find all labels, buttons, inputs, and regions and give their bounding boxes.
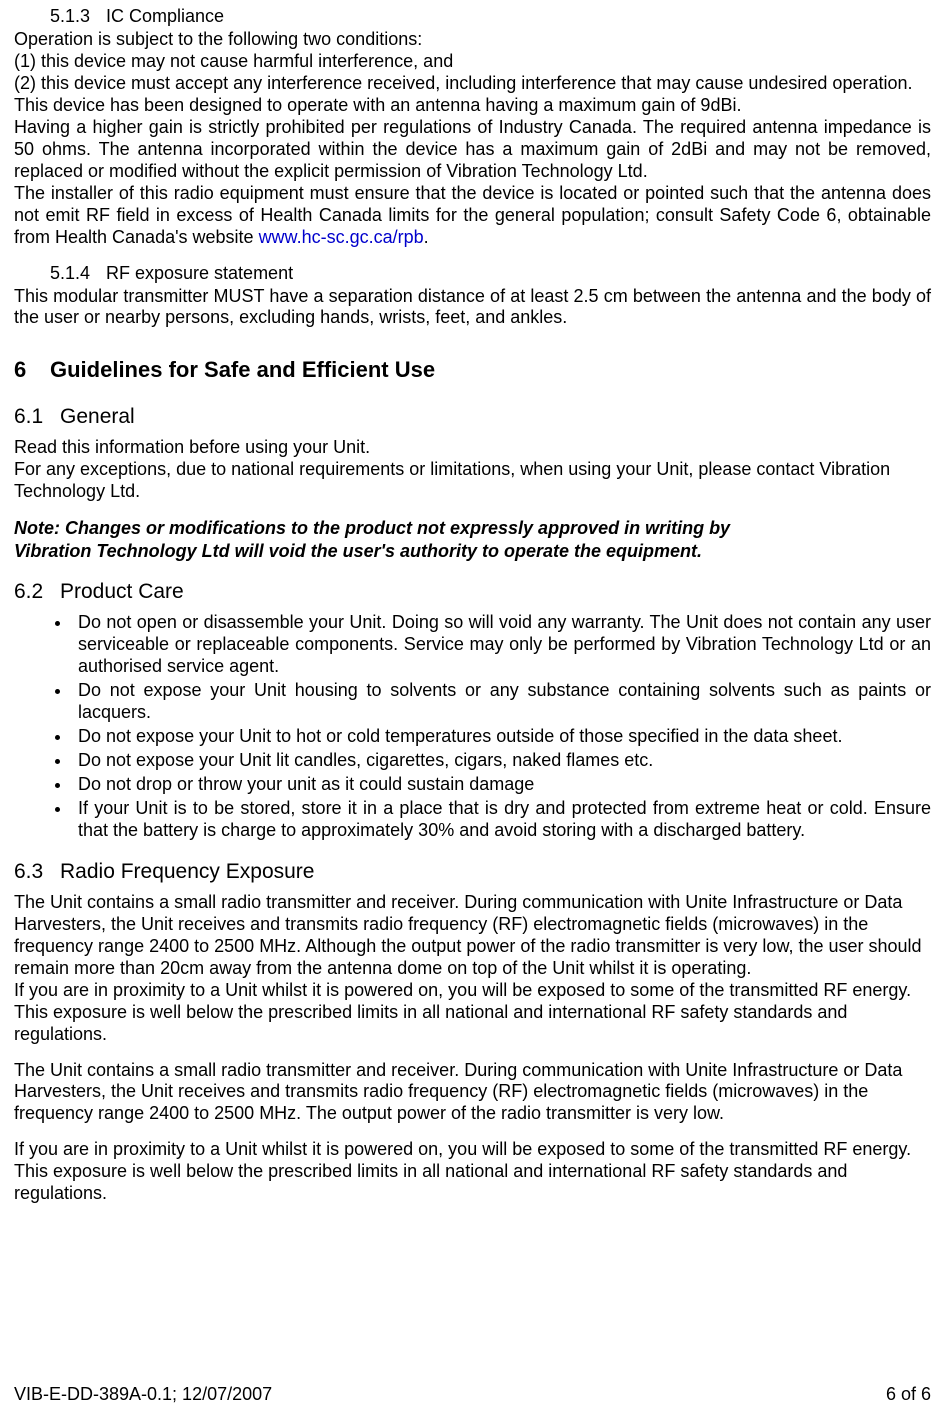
heading-5-1-4: 5.1.4 RF exposure statement <box>50 263 931 284</box>
page-footer: VIB-E-DD-389A-0.1; 12/07/2007 6 of 6 <box>14 1384 931 1405</box>
general-p2: For any exceptions, due to national requ… <box>14 459 931 503</box>
heading-6-1: 6.1 General <box>14 405 931 429</box>
heading-number: 5.1.3 <box>50 6 106 27</box>
heading-title: Product Care <box>60 580 184 604</box>
heading-number: 6.3 <box>14 860 60 884</box>
ic-installer-pre: The installer of this radio equipment mu… <box>14 183 931 247</box>
ic-installer-post: . <box>424 227 429 247</box>
list-item: Do not expose your Unit to hot or cold t… <box>72 726 931 748</box>
ic-intro: Operation is subject to the following tw… <box>14 29 931 51</box>
general-p1: Read this information before using your … <box>14 437 931 459</box>
heading-number: 6 <box>14 357 50 383</box>
health-canada-link[interactable]: www.hc-sc.gc.ca/rpb <box>259 227 424 247</box>
heading-title: IC Compliance <box>106 6 224 27</box>
heading-number: 6.1 <box>14 405 60 429</box>
heading-number: 6.2 <box>14 580 60 604</box>
heading-title: Guidelines for Safe and Efficient Use <box>50 357 435 383</box>
list-item: Do not open or disassemble your Unit. Do… <box>72 612 931 678</box>
heading-6-3: 6.3 Radio Frequency Exposure <box>14 860 931 884</box>
modification-note: Note: Changes or modifications to the pr… <box>14 517 931 562</box>
list-item: Do not expose your Unit lit candles, cig… <box>72 750 931 772</box>
footer-page-number: 6 of 6 <box>886 1384 931 1405</box>
heading-6-2: 6.2 Product Care <box>14 580 931 604</box>
list-item: If your Unit is to be stored, store it i… <box>72 798 931 842</box>
heading-number: 5.1.4 <box>50 263 106 284</box>
ic-impedance: Having a higher gain is strictly prohibi… <box>14 117 931 183</box>
ic-condition-1: (1) this device may not cause harmful in… <box>14 51 931 73</box>
ic-installer: The installer of this radio equipment mu… <box>14 183 931 249</box>
rf-exposure-statement: This modular transmitter MUST have a sep… <box>14 286 931 330</box>
rf-exposure-p2: If you are in proximity to a Unit whilst… <box>14 980 931 1046</box>
rf-exposure-p1: The Unit contains a small radio transmit… <box>14 892 931 980</box>
heading-5-1-3: 5.1.3 IC Compliance <box>50 6 931 27</box>
heading-6: 6 Guidelines for Safe and Efficient Use <box>14 357 931 383</box>
product-care-list: Do not open or disassemble your Unit. Do… <box>14 612 931 842</box>
footer-doc-id: VIB-E-DD-389A-0.1; 12/07/2007 <box>14 1384 272 1405</box>
heading-title: RF exposure statement <box>106 263 293 284</box>
document-page: 5.1.3 IC Compliance Operation is subject… <box>0 0 945 1423</box>
note-line-1: Note: Changes or modifications to the pr… <box>14 518 730 538</box>
list-item: Do not drop or throw your unit as it cou… <box>72 774 931 796</box>
heading-title: General <box>60 405 135 429</box>
ic-gain-9dbi: This device has been designed to operate… <box>14 95 931 117</box>
ic-condition-2: (2) this device must accept any interfer… <box>14 73 931 95</box>
rf-exposure-p4: If you are in proximity to a Unit whilst… <box>14 1139 931 1205</box>
note-line-2: Vibration Technology Ltd will void the u… <box>14 541 702 561</box>
list-item: Do not expose your Unit housing to solve… <box>72 680 931 724</box>
rf-exposure-p3: The Unit contains a small radio transmit… <box>14 1060 931 1126</box>
heading-title: Radio Frequency Exposure <box>60 860 314 884</box>
